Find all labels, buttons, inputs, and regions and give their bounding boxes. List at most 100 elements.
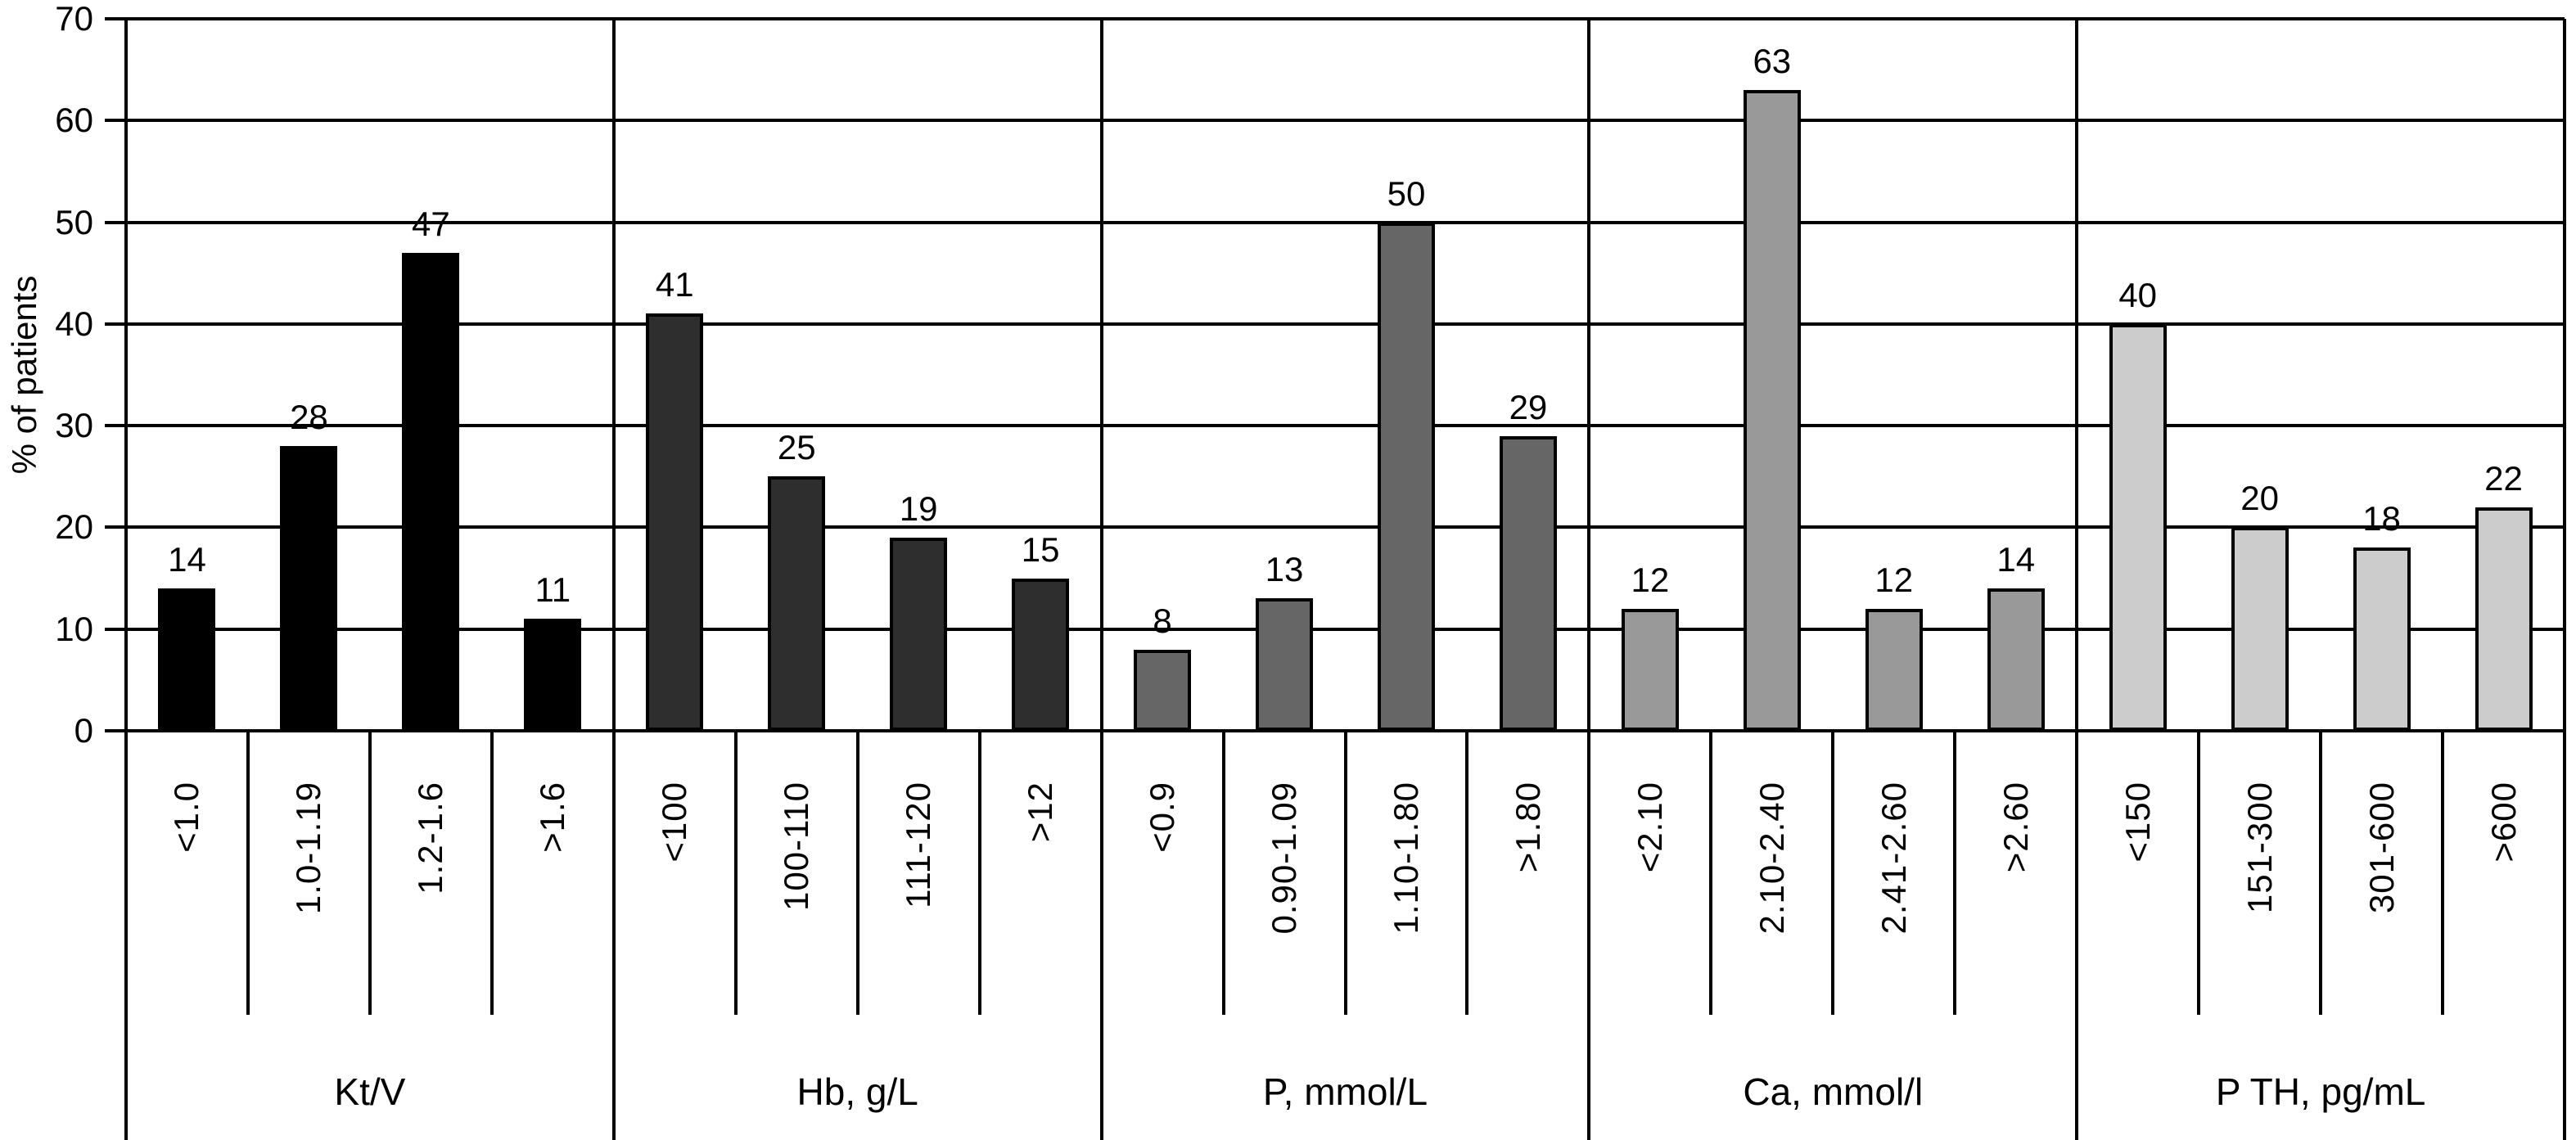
bar xyxy=(1256,598,1314,731)
bin-separator xyxy=(1709,731,1713,1015)
bin-label: 1.10-1.80 xyxy=(1386,782,1425,935)
bar-value-label: 13 xyxy=(1265,550,1304,589)
bin-separator xyxy=(2319,731,2323,1015)
bin-label: <0.9 xyxy=(1143,782,1182,853)
bar xyxy=(1377,222,1435,731)
bar-value-label: 12 xyxy=(1874,560,1914,599)
bar-value-label: 63 xyxy=(1753,42,1792,80)
bin-label: <1.0 xyxy=(167,782,206,853)
panel-separator xyxy=(2075,19,2079,1140)
y-tick-label: 50 xyxy=(55,202,93,241)
panel-separator xyxy=(1099,19,1103,1140)
bin-separator xyxy=(1465,731,1469,1015)
y-tick-label: 30 xyxy=(55,406,93,445)
bar-value-label: 14 xyxy=(1996,540,2036,579)
bin-label: >1.80 xyxy=(1508,782,1547,873)
bin-separator xyxy=(246,731,250,1015)
bin-label: <150 xyxy=(2118,782,2157,863)
y-axis-tick xyxy=(105,627,126,631)
bar-value-label: 40 xyxy=(2118,275,2158,314)
bar-value-label: 18 xyxy=(2362,499,2401,538)
y-axis-tick xyxy=(105,525,126,529)
bin-separator xyxy=(1953,731,1957,1015)
group-label: P, mmol/L xyxy=(1262,1070,1428,1113)
bar xyxy=(1621,608,1679,731)
bar xyxy=(768,476,826,731)
bar xyxy=(2231,527,2289,731)
bar-value-label: 28 xyxy=(290,398,328,436)
y-axis-tick xyxy=(105,322,126,326)
group-label: P TH, pg/mL xyxy=(2215,1070,2426,1113)
bin-separator xyxy=(1343,731,1347,1015)
bin-separator xyxy=(977,731,981,1015)
bar-value-label: 14 xyxy=(168,540,206,579)
bar xyxy=(402,252,460,731)
gridline xyxy=(126,525,2565,529)
y-tick-label: 40 xyxy=(55,304,93,343)
bar-value-label: 8 xyxy=(1153,601,1172,640)
panel-separator xyxy=(1587,19,1591,1140)
bin-separator xyxy=(368,731,372,1015)
bar-value-label: 11 xyxy=(535,570,571,610)
bin-label: 301-600 xyxy=(2362,782,2401,914)
bar xyxy=(1012,578,1070,731)
y-axis-tick xyxy=(105,119,126,123)
bar xyxy=(1743,90,1801,731)
bin-label: <2.10 xyxy=(1630,782,1669,873)
bin-label: <100 xyxy=(655,782,694,863)
group-label: Kt/V xyxy=(334,1070,406,1113)
y-tick-label: 60 xyxy=(55,101,93,140)
group-label: Ca, mmol/l xyxy=(1743,1070,1924,1113)
gridline xyxy=(126,119,2565,123)
bar-value-label: 41 xyxy=(655,265,694,304)
bin-label: 0.90-1.09 xyxy=(1265,782,1304,935)
y-axis-tick xyxy=(105,729,126,732)
bar-value-label: 19 xyxy=(899,489,938,528)
bin-label: 1.2-1.6 xyxy=(411,782,450,894)
panel-separator xyxy=(611,19,616,1140)
bar-value-label: 15 xyxy=(1021,529,1060,569)
gridline xyxy=(126,322,2565,326)
bin-label: 151-300 xyxy=(2240,782,2279,914)
bin-separator xyxy=(2441,731,2445,1015)
bin-label: >1.6 xyxy=(533,782,572,853)
bin-separator xyxy=(489,731,494,1015)
bar xyxy=(646,313,704,731)
bin-separator xyxy=(1221,731,1225,1015)
bar xyxy=(1134,649,1192,731)
bin-separator xyxy=(733,731,738,1015)
bar xyxy=(2353,547,2411,731)
bin-separator xyxy=(1831,731,1835,1015)
bin-label: 2.41-2.60 xyxy=(1874,782,1913,935)
y-axis-tick xyxy=(105,17,126,20)
y-tick-label: 20 xyxy=(55,507,93,547)
bar xyxy=(890,537,948,731)
bin-label: 2.10-2.40 xyxy=(1752,782,1791,935)
bin-separator xyxy=(2197,731,2201,1015)
y-axis-tick xyxy=(105,220,126,224)
bar xyxy=(1865,608,1923,731)
bin-label: >2.60 xyxy=(1996,782,2035,873)
bar xyxy=(1499,435,1557,731)
y-tick-label: 10 xyxy=(55,609,93,648)
gridline xyxy=(126,627,2565,631)
bar-value-label: 25 xyxy=(777,428,816,467)
bin-label: >12 xyxy=(1021,782,1060,843)
y-tick-label: 0 xyxy=(74,711,93,750)
bar-value-label: 50 xyxy=(1387,173,1426,213)
bar xyxy=(524,619,582,731)
group-label: Hb, g/L xyxy=(796,1070,918,1113)
bin-label: 100-110 xyxy=(777,782,816,912)
bar xyxy=(280,446,338,731)
bar xyxy=(2474,507,2533,731)
y-axis-line xyxy=(124,19,128,1140)
gridline xyxy=(126,424,2565,428)
gridline xyxy=(126,220,2565,224)
bar-value-label: 20 xyxy=(2240,479,2279,518)
bar-value-label: 22 xyxy=(2484,458,2523,498)
y-axis-tick xyxy=(105,424,126,428)
bar-value-label: 12 xyxy=(1631,560,1670,599)
panel-separator xyxy=(2563,19,2566,1140)
bar-value-label: 47 xyxy=(412,204,450,243)
